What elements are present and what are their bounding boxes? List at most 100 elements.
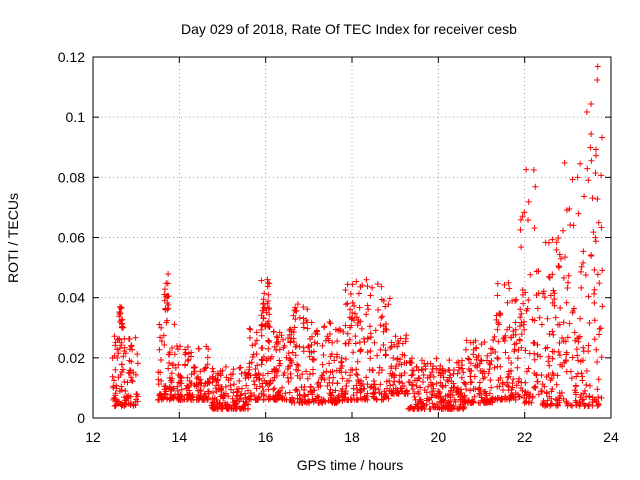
data-point [121,344,128,351]
data-point [269,377,276,384]
data-point [447,405,454,412]
data-point [470,339,477,346]
data-point [334,394,341,401]
data-point [395,390,402,397]
data-point [434,404,441,411]
data-point [419,357,426,364]
data-point [304,306,311,313]
data-point [488,399,495,406]
data-point [439,382,446,389]
data-point [134,351,141,358]
data-point [552,396,559,403]
data-point [212,385,219,392]
data-point [245,374,252,381]
data-point [210,368,217,375]
data-point [309,396,316,403]
data-point [205,390,212,397]
data-point [310,387,317,394]
data-point [239,405,246,412]
data-point [364,390,371,397]
data-point [534,305,541,312]
data-point [225,377,232,384]
data-point [266,280,273,287]
data-point [409,371,416,378]
data-point [358,325,365,332]
data-point [398,361,405,368]
data-point [595,331,602,338]
data-point [277,387,284,394]
data-point [475,352,482,359]
data-point [544,315,551,322]
data-point [514,364,521,371]
data-point [505,355,512,362]
data-point [275,395,282,402]
data-point [253,337,260,344]
data-point [515,378,522,385]
data-point [329,389,336,396]
data-point [282,390,289,397]
data-point [585,402,592,409]
data-point [546,393,553,400]
data-point [310,366,317,373]
data-point [351,302,358,309]
data-point [261,304,268,311]
data-point [292,343,299,350]
data-point [361,393,368,400]
data-point [116,345,123,352]
data-point [586,382,593,389]
data-point [169,344,176,351]
data-point [314,340,321,347]
data-point [354,322,361,329]
data-point [294,387,301,394]
data-point [168,370,175,377]
data-point [375,369,382,376]
data-point [504,374,511,381]
data-point [333,353,340,360]
data-point [568,375,575,382]
data-point [213,388,220,395]
data-point [398,372,405,379]
data-point [202,365,209,372]
data-point [306,371,313,378]
data-point [111,402,118,409]
data-point [388,343,395,350]
data-point [415,405,422,412]
data-point [227,382,234,389]
data-point [457,390,464,397]
data-point [537,353,544,360]
data-point [251,392,258,399]
data-point [280,344,287,351]
data-point [285,363,292,370]
data-point [157,334,164,341]
data-point [590,229,597,236]
data-point [510,328,517,335]
data-point [417,399,424,406]
data-point [521,326,528,333]
data-point [307,383,314,390]
data-point [197,376,204,383]
data-point [551,290,558,297]
data-point [574,174,581,181]
data-point [599,303,606,310]
data-point [401,390,408,397]
x-tick-label: 24 [603,429,619,445]
data-point [589,394,596,401]
data-point [411,390,418,397]
data-point [234,393,241,400]
data-point [510,376,517,383]
data-point [598,172,605,179]
data-point [294,301,301,308]
data-point [352,310,359,317]
data-point [112,392,119,399]
data-point [293,342,300,349]
data-point [487,377,494,384]
data-point [513,296,520,303]
data-points [109,63,606,412]
data-point [579,396,586,403]
data-point [166,359,173,366]
data-point [381,393,388,400]
x-tick-label: 22 [517,429,533,445]
data-point [271,343,278,350]
data-point [314,331,321,338]
data-point [581,193,588,200]
